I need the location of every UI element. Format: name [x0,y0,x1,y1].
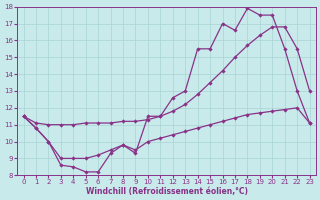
X-axis label: Windchill (Refroidissement éolien,°C): Windchill (Refroidissement éolien,°C) [85,187,248,196]
